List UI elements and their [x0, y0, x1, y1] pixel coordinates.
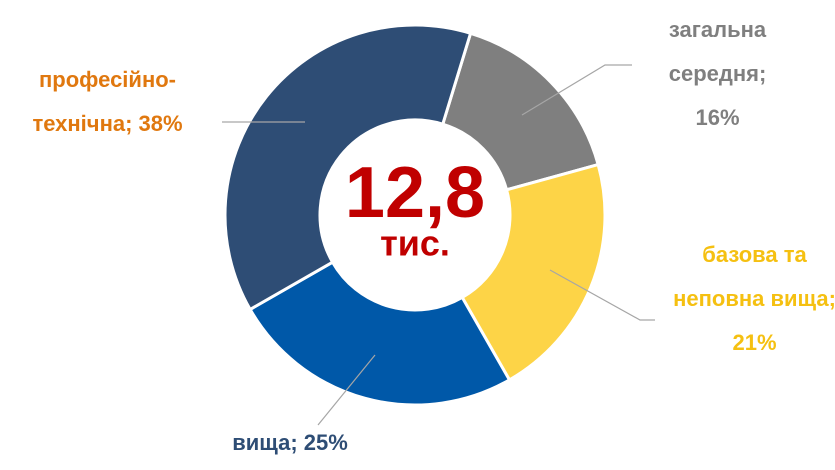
leader-line [317, 354, 376, 426]
data-label: базова та неповна вища; 21% [673, 242, 835, 355]
data-label: загальна середня; 16% [668, 17, 767, 130]
slice [223, 23, 473, 312]
slice [248, 260, 512, 407]
data-label: професійно-технічна; 38% [32, 67, 183, 136]
slice [440, 31, 601, 192]
center-value: 12,8 [345, 153, 485, 233]
slice [460, 162, 607, 382]
center-unit: тис. [380, 223, 450, 264]
leader-line [521, 64, 632, 116]
leader-line [549, 269, 655, 321]
slices [223, 23, 607, 407]
data-label: вища; 25% [232, 430, 348, 455]
